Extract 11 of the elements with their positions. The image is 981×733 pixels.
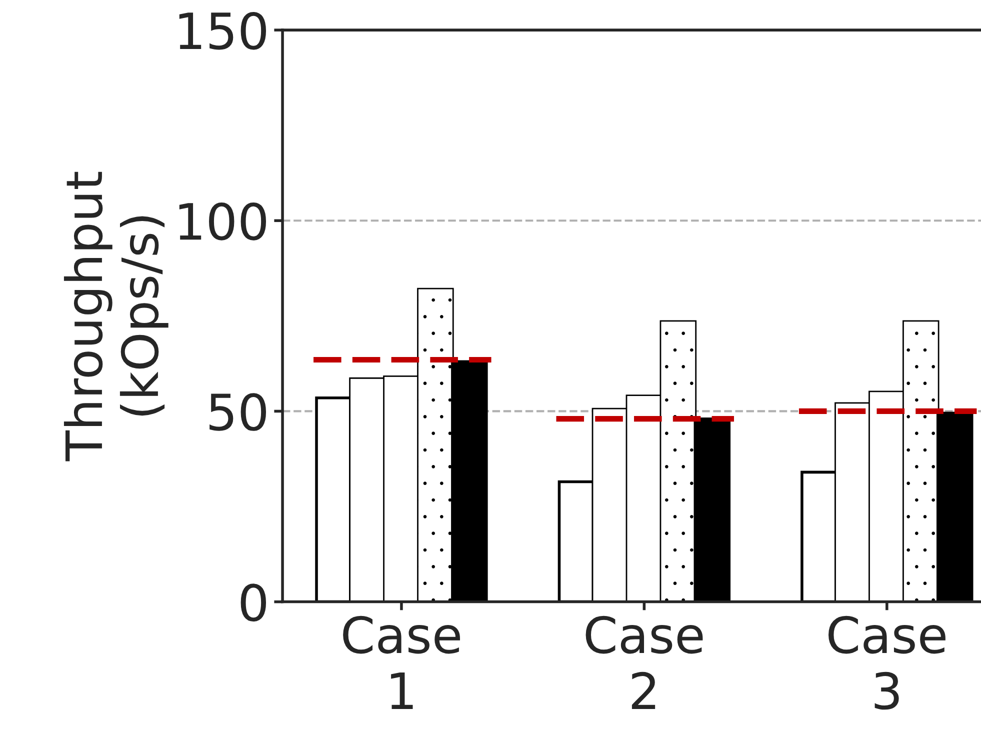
x-tick-label: Case 3 [828, 616, 946, 710]
x-tick-label: Case 2 [586, 616, 703, 709]
y-tick-label: 150 [179, 12, 266, 50]
y-tick-label: 0 [240, 584, 266, 622]
y-axis-title: Throughput (kOps/s) [64, 172, 168, 462]
y-tick-label: 100 [179, 202, 266, 240]
x-tick-label: Case 1 [343, 616, 460, 709]
bar [694, 417, 731, 602]
bar [451, 360, 488, 602]
bar [936, 412, 974, 602]
y-tick-label: 50 [210, 393, 266, 431]
